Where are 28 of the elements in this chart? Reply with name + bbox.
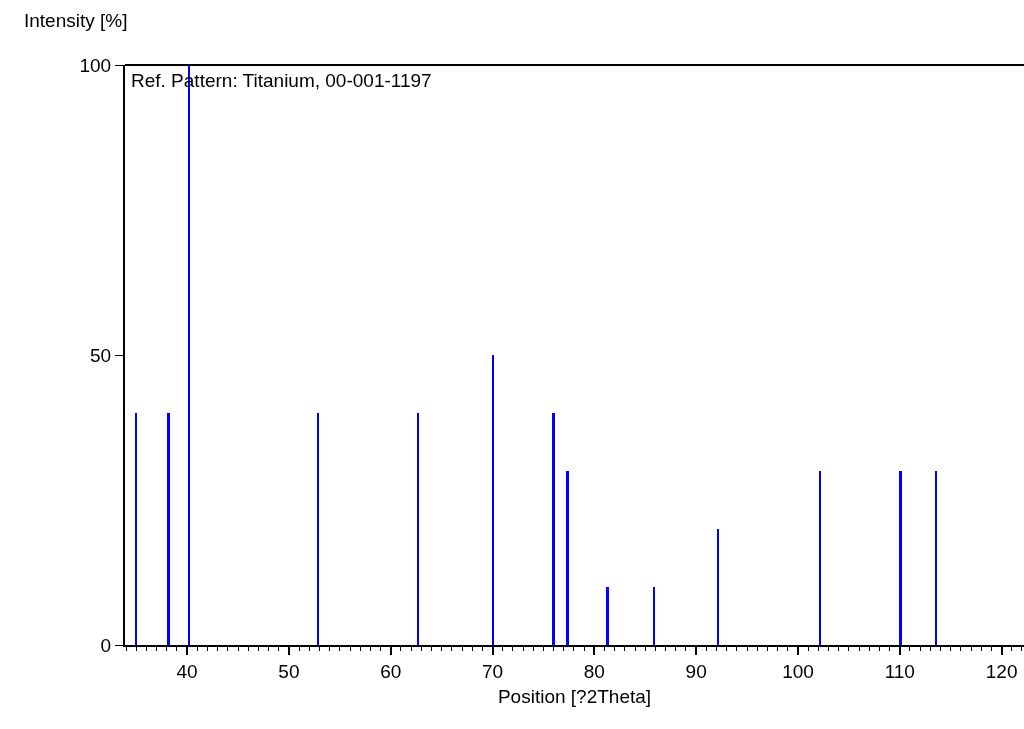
- bar: [606, 587, 609, 645]
- x-tick-label: 120: [985, 660, 1018, 682]
- bar: [935, 471, 937, 645]
- x-tick-label: 40: [176, 660, 198, 682]
- bar: [899, 471, 902, 645]
- bar: [188, 65, 190, 645]
- x-tick-label: 50: [278, 660, 300, 682]
- bar: [819, 471, 821, 645]
- x-tick-label: 60: [380, 660, 402, 682]
- bar: [552, 413, 555, 645]
- bar: [653, 587, 655, 645]
- y-axis-title: Intensity [%]: [24, 10, 128, 31]
- bar: [167, 413, 170, 645]
- x-tick-label: 80: [583, 660, 605, 682]
- x-tick-label: 90: [685, 660, 707, 682]
- x-tick-label: 100: [782, 660, 814, 682]
- y-tick-label: 100: [79, 54, 112, 76]
- x-tick-label: 70: [481, 660, 504, 682]
- bar: [417, 413, 419, 645]
- bar: [717, 529, 719, 645]
- x-tick-label: 110: [884, 660, 915, 682]
- y-tick-label: 50: [90, 344, 112, 366]
- bar: [317, 413, 319, 645]
- bar: [135, 413, 137, 645]
- y-tick-label: 0: [100, 634, 112, 656]
- bar: [566, 471, 569, 645]
- x-axis-title: Position [?2Theta]: [497, 685, 652, 707]
- bar: [492, 355, 494, 645]
